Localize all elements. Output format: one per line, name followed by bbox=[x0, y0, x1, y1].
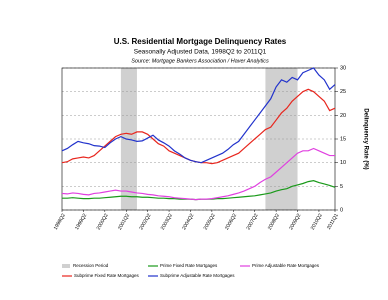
y-tick-label: 5 bbox=[340, 184, 343, 190]
y-tick-label: 10 bbox=[340, 160, 346, 166]
y-tick-label: 0 bbox=[340, 207, 343, 213]
y-tick-label: 30 bbox=[340, 65, 346, 71]
legend-label: Subprime Fixed Rate Mortgages bbox=[74, 273, 140, 278]
x-tick-label: 2006Q2 bbox=[224, 212, 238, 231]
x-tick-label: 2005Q2 bbox=[203, 212, 217, 231]
y-tick-label: 20 bbox=[340, 113, 346, 119]
chart-title: U.S. Residential Mortgage Delinquency Ra… bbox=[114, 37, 287, 46]
legend-label: Subprime Adjustable Rate Mortgages bbox=[160, 273, 235, 278]
x-tick-label: 2009Q2 bbox=[288, 212, 302, 231]
x-tick-label: 2002Q2 bbox=[138, 212, 152, 231]
x-tick-label: 2007Q2 bbox=[245, 212, 259, 231]
x-tick-label: 2004Q2 bbox=[181, 212, 195, 231]
x-tick-label: 2003Q2 bbox=[160, 212, 174, 231]
y-tick-label: 25 bbox=[340, 89, 346, 95]
x-tick-label: 1998Q2 bbox=[53, 212, 67, 231]
y-tick-label: 15 bbox=[340, 136, 346, 142]
legend-label: Prime Fixed Rate Mortgages bbox=[160, 263, 218, 268]
legend-label: Prime Adjustable Rate Mortgages bbox=[252, 263, 320, 268]
x-tick-label: 2011Q1 bbox=[326, 212, 340, 230]
series-line bbox=[61, 67, 336, 164]
x-tick-label: 2000Q2 bbox=[96, 212, 110, 231]
legend-swatch bbox=[62, 264, 70, 268]
plot-frame bbox=[61, 67, 336, 211]
x-tick-label: 2001Q2 bbox=[117, 212, 131, 231]
x-tick-label: 2010Q2 bbox=[310, 212, 324, 231]
y-axis-label: Delinquency Rate (%) bbox=[362, 108, 368, 169]
legend-label: Recession Period bbox=[73, 263, 109, 268]
x-tick-label: 1999Q2 bbox=[74, 212, 88, 231]
chart-source: Source: Mortgage Bankers Association / H… bbox=[131, 58, 269, 64]
x-tick-label: 2008Q2 bbox=[267, 212, 281, 231]
series-line bbox=[61, 147, 335, 201]
chart-subtitle: Seasonally Adjusted Data, 1998Q2 to 2011… bbox=[134, 49, 267, 56]
